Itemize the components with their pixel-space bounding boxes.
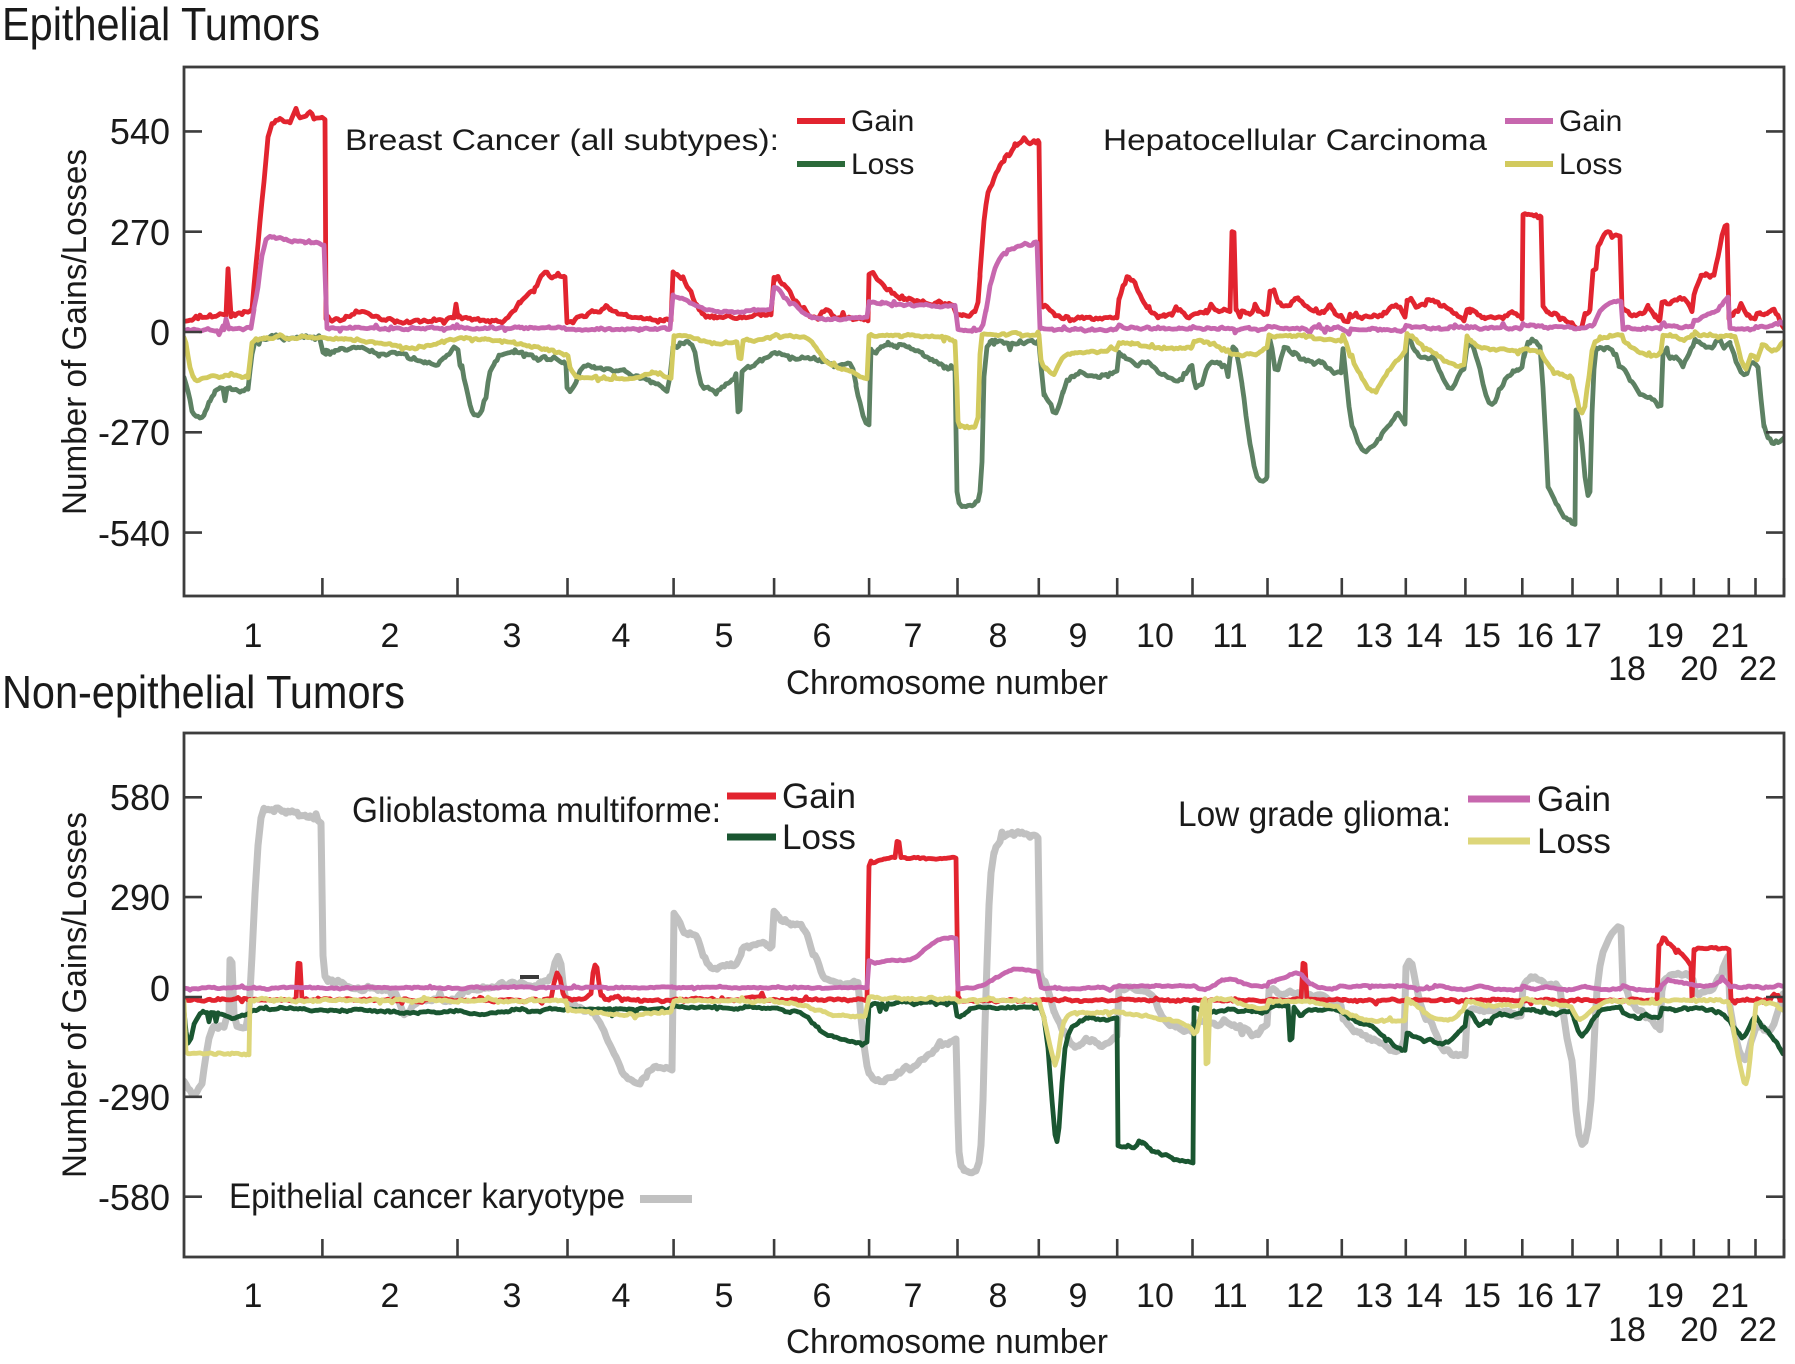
svg-text:8: 8 bbox=[989, 617, 1008, 655]
svg-text:10: 10 bbox=[1136, 1277, 1174, 1315]
svg-text:17: 17 bbox=[1564, 1277, 1602, 1315]
svg-text:16: 16 bbox=[1516, 1277, 1554, 1315]
svg-text:Loss: Loss bbox=[851, 148, 914, 181]
svg-text:270: 270 bbox=[110, 212, 170, 253]
svg-text:-580: -580 bbox=[98, 1177, 170, 1218]
svg-text:7: 7 bbox=[904, 617, 923, 655]
svg-text:-270: -270 bbox=[98, 412, 170, 453]
svg-text:6: 6 bbox=[813, 617, 832, 655]
svg-text:15: 15 bbox=[1463, 617, 1501, 655]
svg-text:0: 0 bbox=[150, 968, 170, 1009]
svg-text:Glioblastoma multiforme:: Glioblastoma multiforme: bbox=[352, 791, 721, 830]
svg-text:20: 20 bbox=[1680, 650, 1718, 688]
svg-text:580: 580 bbox=[110, 777, 170, 818]
svg-text:12: 12 bbox=[1286, 1277, 1324, 1315]
svg-text:5: 5 bbox=[715, 617, 734, 655]
svg-text:13: 13 bbox=[1355, 617, 1393, 655]
svg-text:Gain: Gain bbox=[851, 105, 914, 138]
svg-text:22: 22 bbox=[1739, 650, 1777, 688]
svg-text:8: 8 bbox=[989, 1277, 1008, 1315]
svg-text:Low grade glioma:: Low grade glioma: bbox=[1178, 795, 1451, 834]
svg-text:Hepatocellular Carcinoma: Hepatocellular Carcinoma bbox=[1103, 124, 1487, 157]
svg-text:10: 10 bbox=[1136, 617, 1174, 655]
svg-text:Number of Gains/Losses: Number of Gains/Losses bbox=[56, 149, 94, 515]
svg-text:Epithelial Tumors: Epithelial Tumors bbox=[2, 0, 320, 50]
svg-text:Epithelial cancer karyotype: Epithelial cancer karyotype bbox=[229, 1177, 625, 1216]
svg-text:3: 3 bbox=[503, 617, 522, 655]
svg-text:16: 16 bbox=[1516, 617, 1554, 655]
svg-text:12: 12 bbox=[1286, 617, 1324, 655]
svg-text:5: 5 bbox=[715, 1277, 734, 1315]
svg-text:2: 2 bbox=[381, 617, 400, 655]
svg-text:14: 14 bbox=[1405, 1277, 1443, 1315]
svg-text:1: 1 bbox=[244, 617, 263, 655]
svg-text:540: 540 bbox=[110, 111, 170, 152]
svg-text:19: 19 bbox=[1646, 617, 1684, 655]
svg-text:2: 2 bbox=[381, 1277, 400, 1315]
svg-text:Chromosome number: Chromosome number bbox=[786, 1323, 1108, 1361]
svg-text:-540: -540 bbox=[98, 513, 170, 554]
svg-text:14: 14 bbox=[1405, 617, 1443, 655]
svg-text:13: 13 bbox=[1355, 1277, 1393, 1315]
svg-text:290: 290 bbox=[110, 877, 170, 918]
svg-text:4: 4 bbox=[612, 617, 631, 655]
svg-text:21: 21 bbox=[1711, 1277, 1749, 1315]
svg-text:22: 22 bbox=[1739, 1311, 1777, 1349]
svg-text:7: 7 bbox=[904, 1277, 923, 1315]
svg-text:Breast Cancer (all subtypes):: Breast Cancer (all subtypes): bbox=[345, 124, 779, 157]
svg-text:Chromosome number: Chromosome number bbox=[786, 664, 1108, 702]
svg-text:Number of Gains/Losses: Number of Gains/Losses bbox=[56, 812, 94, 1178]
svg-text:-290: -290 bbox=[98, 1077, 170, 1118]
svg-text:18: 18 bbox=[1608, 650, 1646, 688]
svg-text:11: 11 bbox=[1212, 617, 1247, 655]
svg-text:Gain: Gain bbox=[1537, 780, 1611, 819]
svg-text:4: 4 bbox=[612, 1277, 631, 1315]
svg-text:20: 20 bbox=[1680, 1311, 1718, 1349]
svg-text:19: 19 bbox=[1646, 1277, 1684, 1315]
svg-text:Non-epithelial Tumors: Non-epithelial Tumors bbox=[2, 666, 405, 718]
svg-text:18: 18 bbox=[1608, 1311, 1646, 1349]
svg-text:17: 17 bbox=[1564, 617, 1602, 655]
svg-text:Loss: Loss bbox=[782, 818, 856, 857]
svg-text:9: 9 bbox=[1069, 1277, 1088, 1315]
svg-text:Loss: Loss bbox=[1537, 822, 1611, 861]
svg-text:3: 3 bbox=[503, 1277, 522, 1315]
svg-text:11: 11 bbox=[1212, 1277, 1247, 1315]
svg-text:Gain: Gain bbox=[782, 777, 856, 816]
svg-text:21: 21 bbox=[1711, 617, 1749, 655]
svg-text:15: 15 bbox=[1463, 1277, 1501, 1315]
svg-text:Loss: Loss bbox=[1559, 148, 1622, 181]
svg-text:0: 0 bbox=[150, 312, 170, 353]
svg-text:9: 9 bbox=[1069, 617, 1088, 655]
svg-text:6: 6 bbox=[813, 1277, 832, 1315]
svg-text:Gain: Gain bbox=[1559, 105, 1622, 138]
svg-text:1: 1 bbox=[244, 1277, 263, 1315]
